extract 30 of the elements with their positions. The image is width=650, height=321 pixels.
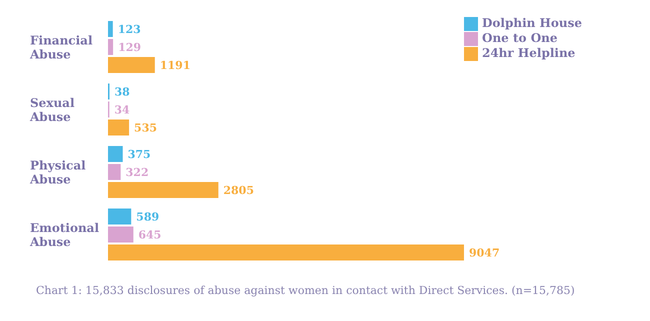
data-label: 535	[134, 121, 158, 134]
legend-label: 24hr Helpline	[482, 46, 576, 60]
data-label: 322	[126, 166, 149, 179]
data-label: 1191	[160, 58, 190, 72]
bar	[108, 39, 114, 55]
bar	[108, 226, 134, 242]
data-label: 123	[118, 22, 141, 36]
legend-label: One to One	[482, 30, 558, 45]
y-tick-label: Emotional Abuse	[29, 220, 100, 249]
data-label: 38	[114, 85, 130, 98]
y-tick-label: Physical Abuse	[29, 158, 86, 186]
data-label: 9047	[468, 246, 500, 260]
data-label: 2805	[223, 184, 254, 197]
data-label: 375	[128, 148, 151, 161]
bar	[108, 57, 155, 73]
bar	[108, 182, 218, 198]
data-label: 129	[118, 40, 142, 54]
bar	[108, 244, 464, 260]
data-label: 589	[136, 210, 160, 224]
bar	[108, 164, 121, 180]
bar	[108, 120, 130, 136]
bar	[108, 146, 123, 162]
data-label: 34	[114, 103, 130, 116]
caption: Chart 1: 15,833 disclosures of abuse against women in contact with Direct Services. (n=15,785)	[36, 284, 576, 297]
bar	[108, 21, 113, 37]
legend-label: Dolphin House	[482, 16, 582, 30]
data-label: 645	[138, 228, 162, 242]
bar	[108, 208, 132, 224]
y-tick-label: Sexual Abuse	[29, 96, 75, 124]
y-tick-label: Financial Abuse	[29, 33, 93, 62]
